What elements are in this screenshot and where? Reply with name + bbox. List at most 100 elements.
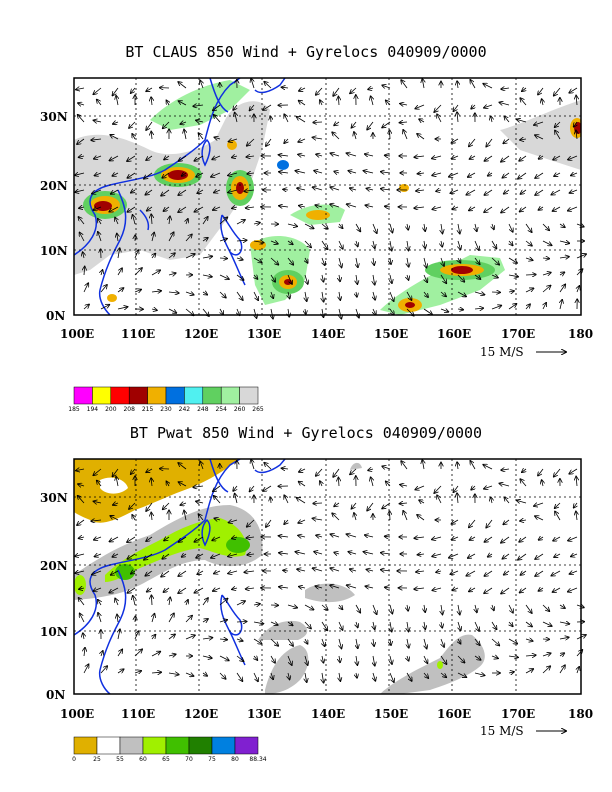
wind-vector (295, 552, 306, 554)
wind-vector (163, 121, 170, 128)
wind-vector (247, 519, 255, 527)
wind-vector (499, 483, 510, 486)
wind-vector (542, 223, 549, 230)
wind-vector (542, 653, 551, 656)
wind-vector (501, 536, 510, 543)
wind-vector (382, 502, 391, 509)
wind-vector (484, 105, 493, 108)
wind-vector (236, 672, 243, 681)
cbar2-label: 60 (139, 756, 147, 763)
wind-vector (390, 638, 391, 645)
wind-vector (76, 469, 85, 471)
wind-vector (525, 621, 532, 627)
wind-vector (522, 88, 526, 91)
wind-vector (228, 571, 238, 574)
wind-vector (271, 497, 272, 504)
wind-vector (236, 601, 245, 606)
wind-vector (390, 257, 391, 264)
wind-vector (538, 207, 544, 210)
wind-vector (112, 554, 119, 557)
wind-vector (385, 206, 391, 207)
wind-vector (316, 154, 323, 156)
wind-vector (356, 621, 358, 628)
wind-vector (390, 223, 393, 233)
wind-vector (118, 629, 120, 640)
wind-vector (365, 154, 374, 156)
cbar1-swatch (239, 386, 259, 405)
wind-vector (162, 172, 170, 178)
wind-vector (339, 638, 342, 649)
wind-vector (559, 665, 565, 674)
wind-vector (508, 223, 513, 232)
wind-vector (339, 308, 341, 319)
cbar1-label: 200 (105, 406, 117, 413)
wind-vector (178, 463, 187, 470)
wind-vector (474, 621, 479, 631)
panel1-frame (73, 77, 582, 316)
wind-vector (131, 468, 136, 474)
wind-vector (322, 257, 325, 265)
panel1-wind-vectors (75, 79, 586, 319)
wind-vector (236, 655, 244, 661)
wind-vector (385, 587, 391, 588)
panel1-lon-120e: 120E (184, 327, 218, 341)
wind-vector (525, 655, 536, 656)
wind-vector (179, 482, 187, 487)
wind-vector (403, 130, 408, 140)
wind-vector (542, 273, 551, 276)
wind-vector (287, 622, 293, 626)
wind-vector (247, 138, 255, 146)
wind-vector (236, 240, 247, 241)
panel1-lon-130e: 130E (247, 327, 281, 341)
wind-vector (316, 535, 323, 537)
wind-vector (232, 207, 238, 208)
wind-vector (250, 104, 255, 111)
wind-vector (313, 568, 323, 571)
wind-vector (539, 537, 544, 540)
wind-vector (93, 207, 102, 210)
wind-vector (338, 621, 343, 630)
wind-vector (503, 138, 510, 144)
wind-vector (284, 520, 288, 524)
wind-vector (491, 306, 501, 310)
wind-vector (542, 621, 552, 626)
wind-vector (449, 172, 459, 177)
wind-vector (279, 536, 289, 537)
cbar1-swatch (202, 386, 222, 405)
wind-vector (295, 171, 306, 173)
wind-vector (129, 502, 136, 509)
wind-vector (185, 616, 192, 623)
wind-vector (236, 622, 247, 623)
panel1-lat-20n: 20N (40, 179, 68, 193)
wind-vector (246, 207, 255, 208)
wind-vector (235, 494, 237, 504)
wind-vector (488, 554, 492, 557)
wind-vector (560, 300, 562, 310)
wind-vector (113, 122, 119, 124)
wind-vector (502, 172, 510, 178)
wind-vector (287, 638, 293, 646)
wind-vector (151, 513, 152, 521)
wind-vector (244, 190, 255, 191)
wind-vector (576, 130, 577, 140)
panel2-lon-180: 180 (568, 707, 593, 721)
wind-vector (80, 233, 85, 242)
wind-vector (284, 139, 288, 143)
wind-vector (213, 207, 221, 210)
wind-vector (338, 97, 339, 106)
cbar2-swatch (96, 736, 121, 755)
wind-vector (334, 503, 340, 506)
wind-vector (371, 477, 373, 487)
wind-vector (151, 214, 152, 225)
wind-vector (457, 655, 465, 663)
wind-vector (117, 307, 128, 309)
wind-vector (568, 536, 578, 541)
wind-vector (407, 655, 409, 661)
wind-vector (486, 138, 493, 147)
wind-vector (551, 570, 561, 576)
wind-vector (407, 223, 408, 230)
wind-vector (538, 588, 544, 591)
wind-vector (97, 481, 102, 487)
wind-vector (115, 598, 118, 606)
cbar1-label: 260 (234, 406, 246, 413)
